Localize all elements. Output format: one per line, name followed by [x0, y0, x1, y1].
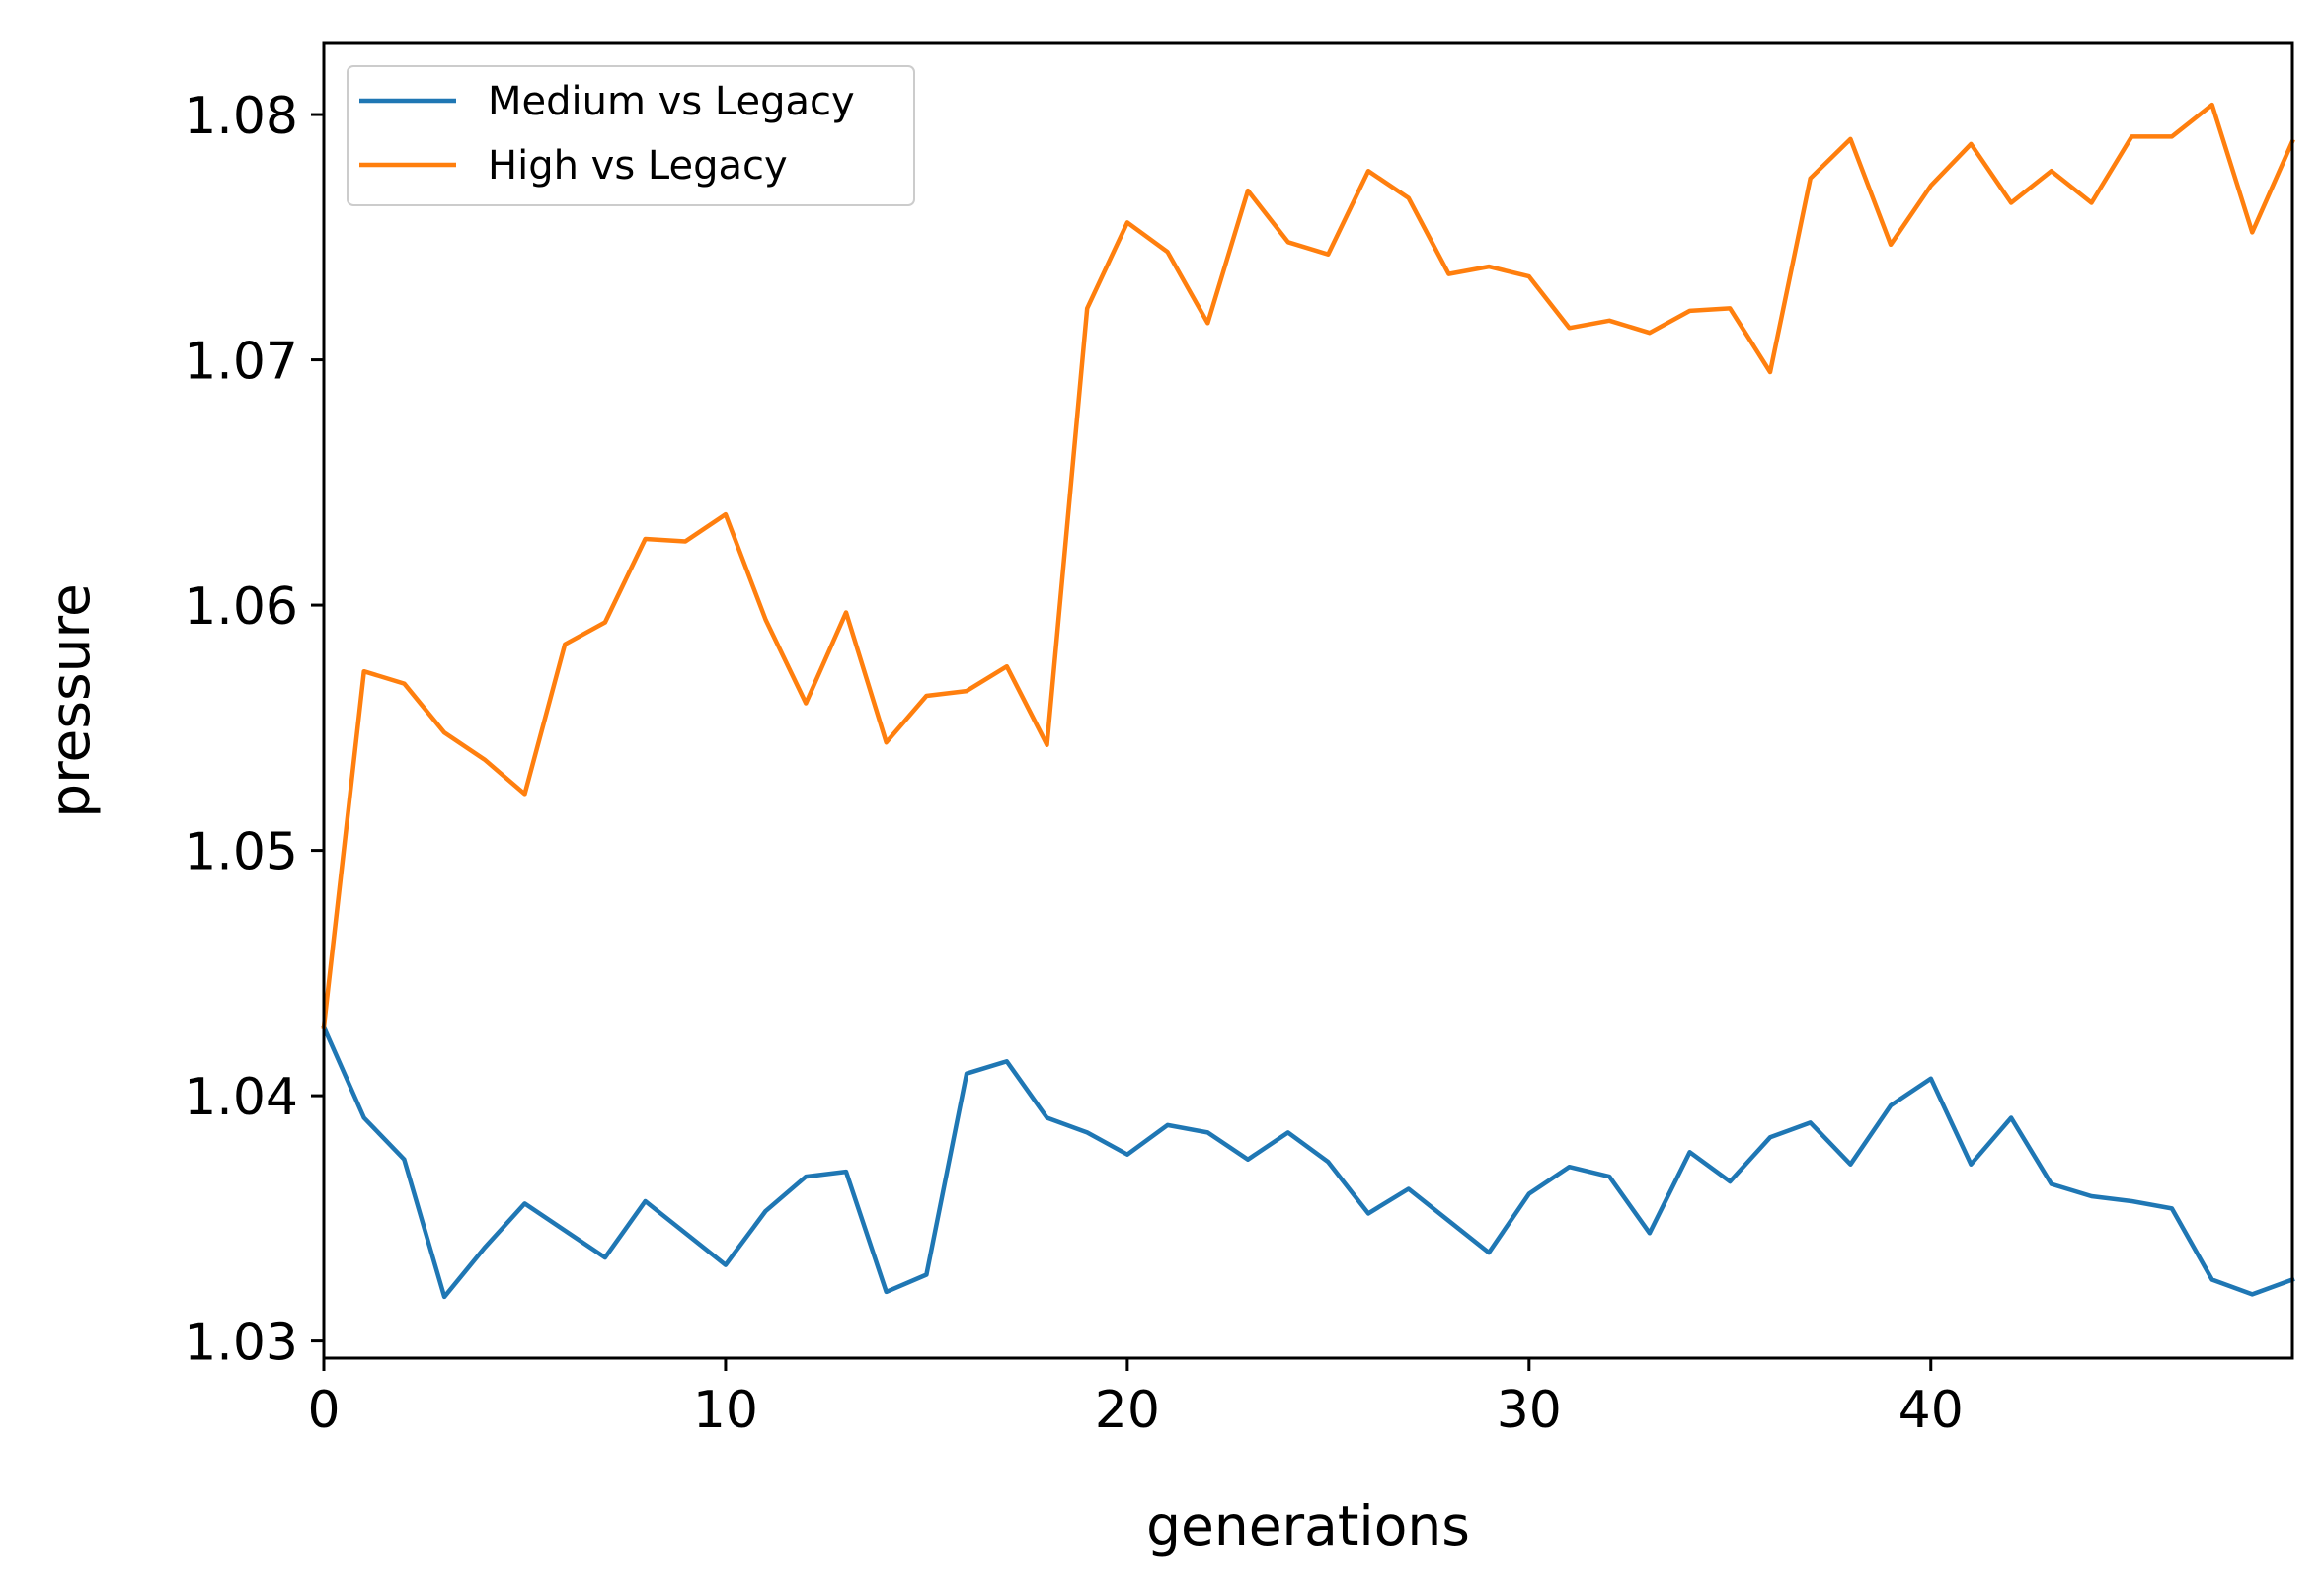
x-tick-label: 0 — [307, 1381, 340, 1440]
y-tick-label: 1.04 — [184, 1068, 298, 1127]
y-tick-label: 1.03 — [184, 1314, 298, 1373]
legend-label-high: High vs Legacy — [488, 143, 788, 189]
series-line-medium-vs-legacy — [321, 1024, 2295, 1300]
x-tick-label: 10 — [693, 1381, 758, 1440]
y-axis-ticks: 1.03 1.04 1.05 1.06 1.07 1.08 — [184, 87, 324, 1373]
plot-frame — [322, 41, 2294, 1360]
x-tick-label: 40 — [1898, 1381, 1964, 1440]
legend-box — [347, 65, 915, 206]
legend-label-medium: Medium vs Legacy — [488, 79, 855, 124]
legend: Medium vs Legacy High vs Legacy — [347, 65, 915, 206]
x-tick-label: 30 — [1497, 1381, 1562, 1440]
series-layer — [321, 102, 2295, 1300]
series-line-high-vs-legacy — [321, 102, 2295, 1029]
y-tick-label: 1.06 — [184, 577, 298, 637]
x-axis-label: generations — [1146, 1494, 1470, 1558]
y-tick-label: 1.05 — [184, 823, 298, 882]
y-axis-label: pressure — [39, 583, 102, 818]
x-axis-ticks: 0 10 20 30 40 — [307, 1358, 1964, 1440]
x-tick-label: 20 — [1095, 1381, 1160, 1440]
y-tick-label: 1.07 — [184, 333, 298, 392]
y-tick-label: 1.08 — [184, 87, 298, 146]
